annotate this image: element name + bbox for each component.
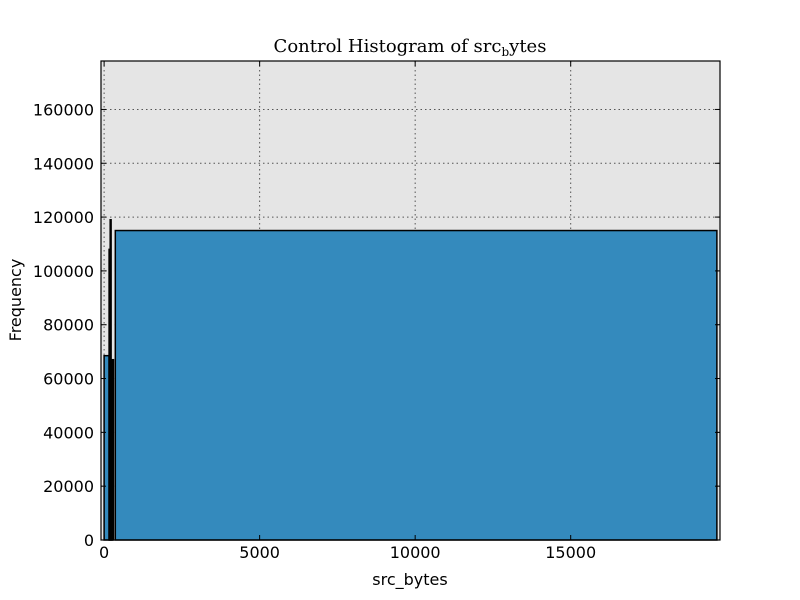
x-tick-label: 0 <box>99 543 109 562</box>
y-tick-label: 40000 <box>43 423 94 442</box>
y-tick-label: 140000 <box>33 154 94 173</box>
y-tick-label: 160000 <box>33 100 94 119</box>
y-tick-label: 80000 <box>43 316 94 335</box>
x-tick-label: 15000 <box>545 543 596 562</box>
y-tick-label: 120000 <box>33 208 94 227</box>
histogram-bar <box>111 358 115 541</box>
chart-title-suffix: ytes <box>508 36 546 57</box>
x-tick-label: 10000 <box>390 543 441 562</box>
y-tick-label: 0 <box>84 531 94 550</box>
y-tick-label: 60000 <box>43 370 94 389</box>
chart-title-prefix: Control Histogram of src <box>274 36 502 57</box>
chart-title-subscript: b <box>501 45 509 59</box>
x-axis-label: src_bytes <box>372 570 447 590</box>
ticks: 0 5000 10000 15000 0 20000 40000 60000 80000 1000… <box>33 61 720 562</box>
histogram-bar <box>114 229 718 541</box>
y-tick-label: 20000 <box>43 477 94 496</box>
bars <box>103 219 718 541</box>
plot-frame <box>100 60 721 541</box>
y-axis-label: Frequency <box>6 259 25 342</box>
chart-title: Control Histogram of srcbytes <box>274 36 547 59</box>
y-tick-label: 100000 <box>33 262 94 281</box>
x-tick-label: 5000 <box>239 543 280 562</box>
